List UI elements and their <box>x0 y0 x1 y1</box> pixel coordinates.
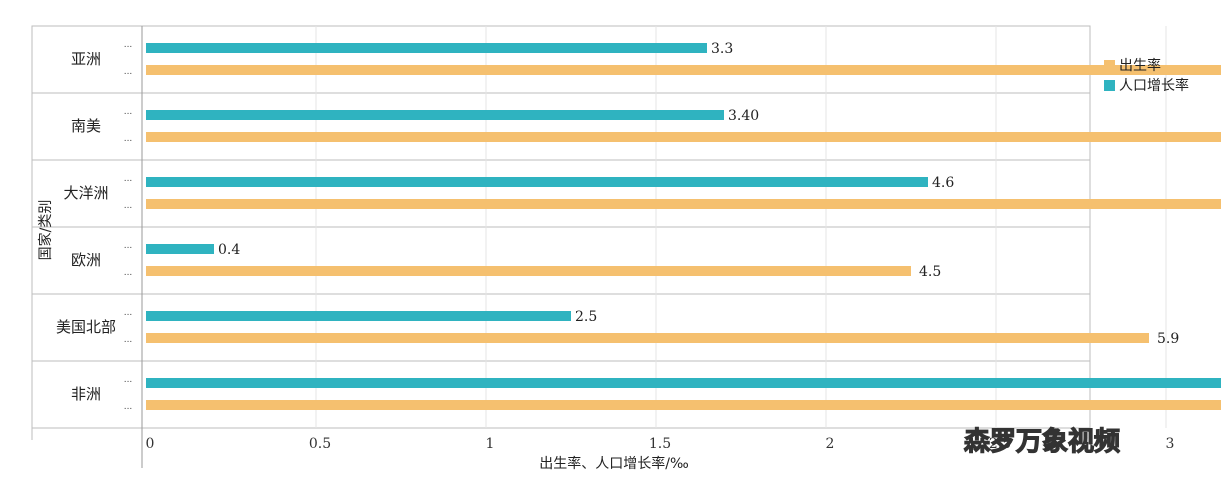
data-label-growth-rate: 3.3 <box>711 41 733 57</box>
category-label: 美国北部 <box>56 318 116 336</box>
y-axis-title: 国家/类别 <box>37 200 54 261</box>
legend-label-growth-rate: 人口增长率 <box>1119 77 1189 94</box>
grid-lines <box>315 26 1167 428</box>
bar-growth-rate <box>146 177 928 187</box>
x-ticks: 00.511.522.533.544.555.5 <box>146 436 1175 452</box>
row-marker: ... <box>124 40 133 50</box>
x-tick-label: 1 <box>486 436 495 452</box>
category-label: 亚洲 <box>71 50 101 68</box>
row-marker: ... <box>124 402 133 412</box>
categories: 亚洲...... 南美...... 大洋洲...... 欧洲...... 美国北部...… <box>56 40 132 412</box>
category-label: 欧洲 <box>71 251 101 269</box>
bar-birth-rate <box>146 132 1221 142</box>
bar-growth-rate <box>146 43 707 53</box>
row-marker: ... <box>124 201 133 211</box>
bar-birth-rate <box>146 65 1221 75</box>
x-tick-label: 0 <box>146 436 155 452</box>
bar-birth-rate <box>146 199 1221 209</box>
row-marker: ... <box>124 174 133 184</box>
bar-birth-rate <box>146 400 1221 410</box>
bar-birth-rate <box>146 266 911 276</box>
bar-birth-rate <box>146 333 1149 343</box>
row-marker: ... <box>124 308 133 318</box>
category-label: 南美 <box>71 117 101 135</box>
x-tick-label: 3 <box>1166 436 1175 452</box>
row-marker: ... <box>124 375 133 385</box>
row-marker: ... <box>124 67 133 77</box>
data-label-growth-rate: 0.4 <box>218 242 240 258</box>
category-label: 非洲 <box>71 385 101 403</box>
bars: 3.36.903.406.54.67.300.44.52.55.97.614.7 <box>146 41 1221 410</box>
x-tick-label: 1.5 <box>649 436 671 452</box>
plot-frame <box>31 25 1091 468</box>
bar-growth-rate <box>146 378 1221 388</box>
x-tick-label: 0.5 <box>309 436 331 452</box>
data-label-growth-rate: 3.40 <box>728 108 759 124</box>
row-marker: ... <box>124 335 133 345</box>
data-label-birth-rate: 5.9 <box>1157 331 1179 347</box>
x-tick-label: 2.5 <box>989 436 1011 452</box>
row-marker: ... <box>124 107 133 117</box>
x-tick-label: 2 <box>826 436 835 452</box>
legend-swatch-growth-rate <box>1104 80 1115 91</box>
legend-swatch-birth-rate <box>1104 60 1115 71</box>
bar-growth-rate <box>146 244 214 254</box>
watermark: 森罗万象视频 <box>964 426 1120 457</box>
row-marker: ... <box>124 268 133 278</box>
bar-growth-rate <box>146 110 724 120</box>
row-marker: ... <box>124 241 133 251</box>
legend-label-birth-rate: 出生率 <box>1119 57 1161 74</box>
data-label-growth-rate: 4.6 <box>932 175 954 191</box>
category-label: 大洋洲 <box>63 184 108 202</box>
data-label-growth-rate: 2.5 <box>575 309 597 325</box>
data-label-birth-rate: 4.5 <box>919 264 941 280</box>
legend: 出生率 人口增长率 <box>1104 57 1189 94</box>
x-axis-title: 出生率、人口增长率/‰ <box>539 455 689 472</box>
row-marker: ... <box>124 134 133 144</box>
bar-growth-rate <box>146 311 571 321</box>
